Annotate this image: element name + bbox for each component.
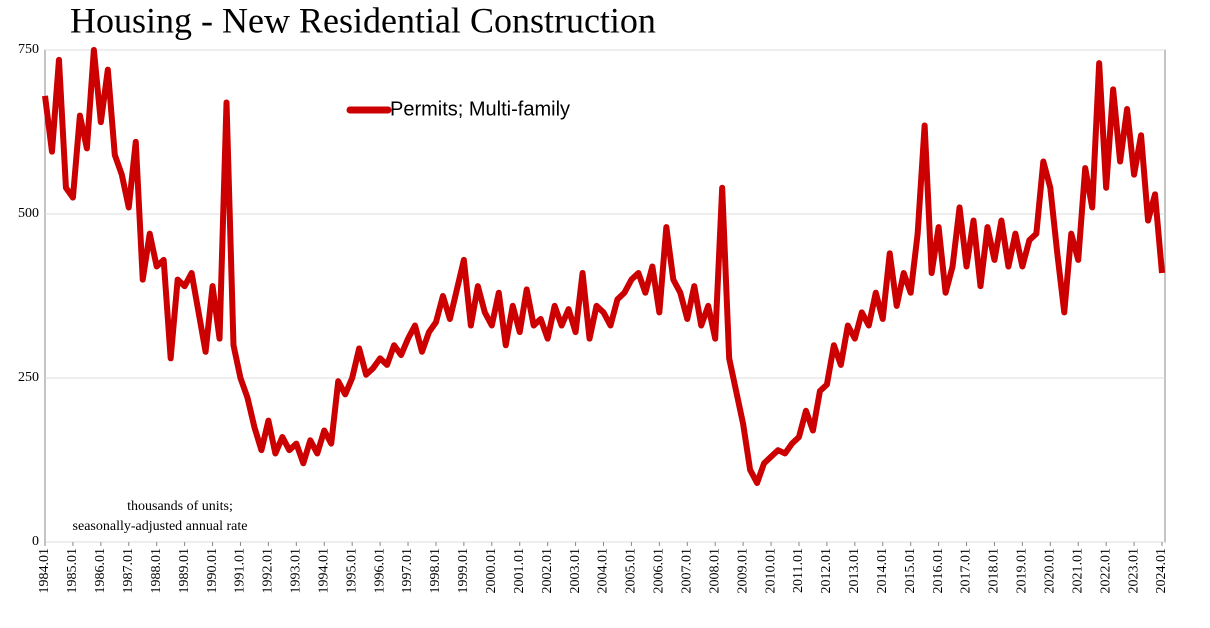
- x-tick-label: 1989.01: [177, 548, 192, 594]
- x-tick-label: 2017.01: [959, 548, 974, 594]
- legend-label: Permits; Multi-family: [390, 98, 570, 120]
- x-tick-label: 2014.01: [875, 548, 890, 594]
- x-tick-label: 1995.01: [344, 548, 359, 594]
- data-line: [42, 47, 1165, 486]
- x-tick-label: 2007.01: [679, 548, 694, 594]
- x-tick-label: 2016.01: [931, 548, 946, 594]
- x-tick-label: 2002.01: [540, 548, 555, 594]
- x-tick-label: 2010.01: [763, 548, 778, 594]
- x-tick-label: 2005.01: [624, 548, 639, 594]
- x-tick-label: 1985.01: [65, 548, 80, 594]
- x-tick-label: 2012.01: [819, 548, 834, 594]
- x-tick-label: 1997.01: [400, 548, 415, 594]
- x-tick-label: 2011.01: [791, 548, 806, 593]
- x-tick-label: 2004.01: [596, 548, 611, 594]
- y-tick-label: 750: [18, 42, 39, 57]
- x-tick-label: 2013.01: [847, 548, 862, 594]
- x-tick-label: 2020.01: [1043, 548, 1058, 594]
- x-tick-label: 1998.01: [428, 548, 443, 594]
- x-tick-label: 2018.01: [987, 548, 1002, 594]
- y-tick-label: 0: [32, 534, 39, 549]
- chart-title: Housing - New Residential Construction: [70, 0, 656, 40]
- x-tick-label: 1992.01: [261, 548, 276, 594]
- x-tick-label: 1991.01: [233, 548, 248, 594]
- annotation: seasonally-adjusted annual rate: [73, 519, 248, 534]
- x-tick-label: 2008.01: [707, 548, 722, 594]
- x-tick-label: 1984.01: [37, 548, 52, 594]
- x-tick-label: 1994.01: [316, 548, 331, 594]
- x-tick-label: 1999.01: [456, 548, 471, 594]
- x-tick-label: 1986.01: [93, 548, 108, 594]
- x-tick-label: 1987.01: [121, 548, 136, 594]
- x-tick-label: 2000.01: [484, 548, 499, 594]
- x-tick-label: 2009.01: [735, 548, 750, 594]
- x-tick-label: 2022.01: [1098, 548, 1113, 594]
- x-tick-label: 2003.01: [568, 548, 583, 594]
- x-tick-label: 1990.01: [205, 548, 220, 594]
- x-tick-label: 2024.01: [1154, 548, 1169, 594]
- y-tick-label: 500: [18, 206, 39, 221]
- y-tick-label: 250: [18, 370, 39, 385]
- x-tick-label: 1993.01: [289, 548, 304, 594]
- x-tick-label: 2015.01: [903, 548, 918, 594]
- x-tick-label: 2023.01: [1126, 548, 1141, 594]
- x-tick-label: 2006.01: [652, 548, 667, 594]
- x-tick-label: 1996.01: [372, 548, 387, 594]
- annotation: thousands of units;: [127, 499, 233, 514]
- x-tick-label: 1988.01: [149, 548, 164, 594]
- x-tick-label: 2001.01: [512, 548, 527, 594]
- x-tick-label: 2019.01: [1015, 548, 1030, 594]
- x-tick-label: 2021.01: [1070, 548, 1085, 594]
